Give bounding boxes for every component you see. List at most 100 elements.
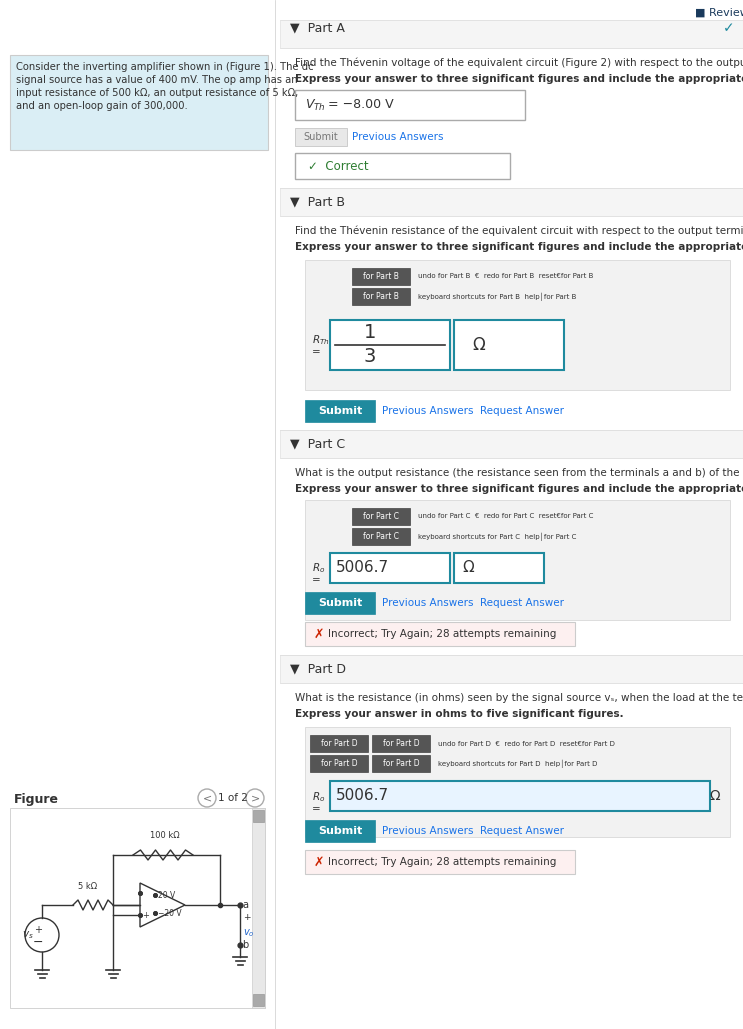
Text: Submit: Submit bbox=[318, 598, 362, 608]
Text: Previous Answers: Previous Answers bbox=[382, 598, 473, 608]
Text: for Part C: for Part C bbox=[363, 532, 399, 541]
Text: Express your answer to three significant figures and include the appropriate uni: Express your answer to three significant… bbox=[295, 74, 743, 84]
Text: keyboard shortcuts for Part C  help│for Part C: keyboard shortcuts for Part C help│for P… bbox=[418, 532, 577, 540]
Text: for Part C: for Part C bbox=[363, 512, 399, 521]
Bar bbox=[280, 20, 743, 48]
Bar bbox=[352, 288, 410, 305]
Text: b: b bbox=[242, 941, 248, 950]
Bar bbox=[252, 808, 265, 1008]
Text: −20 V: −20 V bbox=[158, 909, 181, 918]
Bar bbox=[295, 128, 347, 146]
Text: Express your answer in ohms to five significant figures.: Express your answer in ohms to five sign… bbox=[295, 709, 623, 719]
Text: =: = bbox=[312, 347, 321, 357]
Bar bbox=[10, 808, 265, 1008]
Text: for Part D: for Part D bbox=[383, 759, 419, 768]
Text: =: = bbox=[312, 804, 321, 814]
Text: What is the resistance (in ohms) seen by the signal source vₛ, when the load at : What is the resistance (in ohms) seen by… bbox=[295, 693, 743, 703]
Text: input resistance of 500 kΩ, an output resistance of 5 kΩ,: input resistance of 500 kΩ, an output re… bbox=[16, 88, 298, 98]
Text: =: = bbox=[312, 575, 321, 586]
Text: Previous Answers: Previous Answers bbox=[382, 826, 473, 836]
Bar bbox=[295, 153, 510, 179]
Text: 1 of 2: 1 of 2 bbox=[218, 793, 248, 803]
Text: ✓  Correct: ✓ Correct bbox=[308, 159, 369, 173]
Text: = −8.00 V: = −8.00 V bbox=[328, 99, 394, 111]
Text: <: < bbox=[202, 793, 212, 803]
Text: 5006.7: 5006.7 bbox=[336, 788, 389, 804]
Text: Request Answer: Request Answer bbox=[480, 406, 564, 416]
Text: Submit: Submit bbox=[304, 132, 338, 142]
Bar bbox=[305, 850, 575, 874]
Text: Incorrect; Try Again; 28 attempts remaining: Incorrect; Try Again; 28 attempts remain… bbox=[328, 629, 557, 639]
Bar bbox=[10, 55, 268, 150]
Text: Find the Thévenin voltage of the equivalent circuit (Figure 2) with respect to t: Find the Thévenin voltage of the equival… bbox=[295, 58, 743, 69]
Text: Find the Thévenin resistance of the equivalent circuit with respect to the outpu: Find the Thévenin resistance of the equi… bbox=[295, 226, 743, 237]
Text: Express your answer to three significant figures and include the appropriate uni: Express your answer to three significant… bbox=[295, 484, 743, 494]
Text: for Part D: for Part D bbox=[321, 759, 357, 768]
Text: 20 V: 20 V bbox=[158, 890, 175, 899]
Bar bbox=[305, 592, 375, 614]
Text: Express your answer to three significant figures and include the appropriate uni: Express your answer to three significant… bbox=[295, 242, 743, 252]
Bar bbox=[372, 755, 430, 772]
Text: 100 kΩ: 100 kΩ bbox=[150, 831, 180, 840]
Text: for Part B: for Part B bbox=[363, 292, 399, 301]
Text: ■ Review: ■ Review bbox=[695, 8, 743, 17]
Text: Ω: Ω bbox=[462, 561, 474, 575]
Text: $R_o$: $R_o$ bbox=[312, 790, 325, 804]
Bar bbox=[305, 500, 730, 620]
Bar bbox=[295, 90, 525, 120]
Text: 5006.7: 5006.7 bbox=[336, 561, 389, 575]
Text: undo for Part C  €  redo for Part C  reset€for Part C: undo for Part C € redo for Part C reset€… bbox=[418, 513, 594, 520]
Bar bbox=[330, 320, 450, 370]
Text: Consider the inverting amplifier shown in (Figure 1). The dc: Consider the inverting amplifier shown i… bbox=[16, 62, 314, 72]
Circle shape bbox=[246, 789, 264, 807]
Bar bbox=[253, 994, 264, 1006]
Text: 1: 1 bbox=[364, 323, 376, 343]
Bar bbox=[280, 655, 743, 683]
Text: keyboard shortcuts for Part B  help│for Part B: keyboard shortcuts for Part B help│for P… bbox=[418, 292, 577, 300]
Bar bbox=[352, 508, 410, 525]
Text: $v_o$: $v_o$ bbox=[243, 927, 255, 938]
Bar bbox=[305, 260, 730, 390]
Text: Submit: Submit bbox=[318, 826, 362, 836]
Text: for Part B: for Part B bbox=[363, 272, 399, 281]
Text: Ω: Ω bbox=[472, 336, 484, 354]
Text: $V_{Th}$: $V_{Th}$ bbox=[305, 98, 326, 112]
Circle shape bbox=[198, 789, 216, 807]
Text: keyboard shortcuts for Part D  help│for Part D: keyboard shortcuts for Part D help│for P… bbox=[438, 759, 597, 768]
Bar bbox=[352, 528, 410, 545]
Text: undo for Part D  €  redo for Part D  reset€for Part D: undo for Part D € redo for Part D reset€… bbox=[438, 741, 615, 746]
Text: ▼  Part C: ▼ Part C bbox=[290, 437, 345, 451]
Text: $R_{Th}$: $R_{Th}$ bbox=[312, 333, 330, 347]
Text: a: a bbox=[242, 900, 248, 910]
Text: Figure: Figure bbox=[14, 793, 59, 806]
Bar bbox=[372, 735, 430, 752]
Text: Previous Answers: Previous Answers bbox=[352, 132, 444, 142]
Bar bbox=[330, 553, 450, 583]
Text: ✗: ✗ bbox=[314, 855, 325, 868]
Text: undo for Part B  €  redo for Part B  reset€for Part B: undo for Part B € redo for Part B reset€… bbox=[418, 274, 594, 280]
Text: and an open-loop gain of 300,000.: and an open-loop gain of 300,000. bbox=[16, 101, 188, 111]
Text: $R_o$: $R_o$ bbox=[312, 561, 325, 575]
Bar bbox=[305, 400, 375, 422]
Bar bbox=[352, 268, 410, 285]
Text: $v_s$: $v_s$ bbox=[22, 929, 34, 941]
Text: 3: 3 bbox=[364, 348, 376, 366]
Text: >: > bbox=[250, 793, 259, 803]
Text: ✓: ✓ bbox=[724, 21, 735, 35]
Text: −: − bbox=[33, 935, 43, 949]
Text: ▼  Part B: ▼ Part B bbox=[290, 196, 345, 209]
Circle shape bbox=[25, 918, 59, 952]
Text: Request Answer: Request Answer bbox=[480, 598, 564, 608]
Text: for Part D: for Part D bbox=[383, 739, 419, 748]
Text: Submit: Submit bbox=[318, 406, 362, 416]
Bar bbox=[454, 553, 544, 583]
Text: Previous Answers: Previous Answers bbox=[382, 406, 473, 416]
Bar bbox=[454, 320, 564, 370]
Text: ✗: ✗ bbox=[314, 628, 325, 640]
Text: signal source has a value of 400 mV. The op amp has an: signal source has a value of 400 mV. The… bbox=[16, 75, 298, 85]
Text: +: + bbox=[243, 913, 250, 922]
Text: +: + bbox=[142, 911, 149, 920]
Text: Ω: Ω bbox=[710, 789, 720, 803]
Bar bbox=[280, 430, 743, 458]
Bar bbox=[280, 188, 743, 216]
